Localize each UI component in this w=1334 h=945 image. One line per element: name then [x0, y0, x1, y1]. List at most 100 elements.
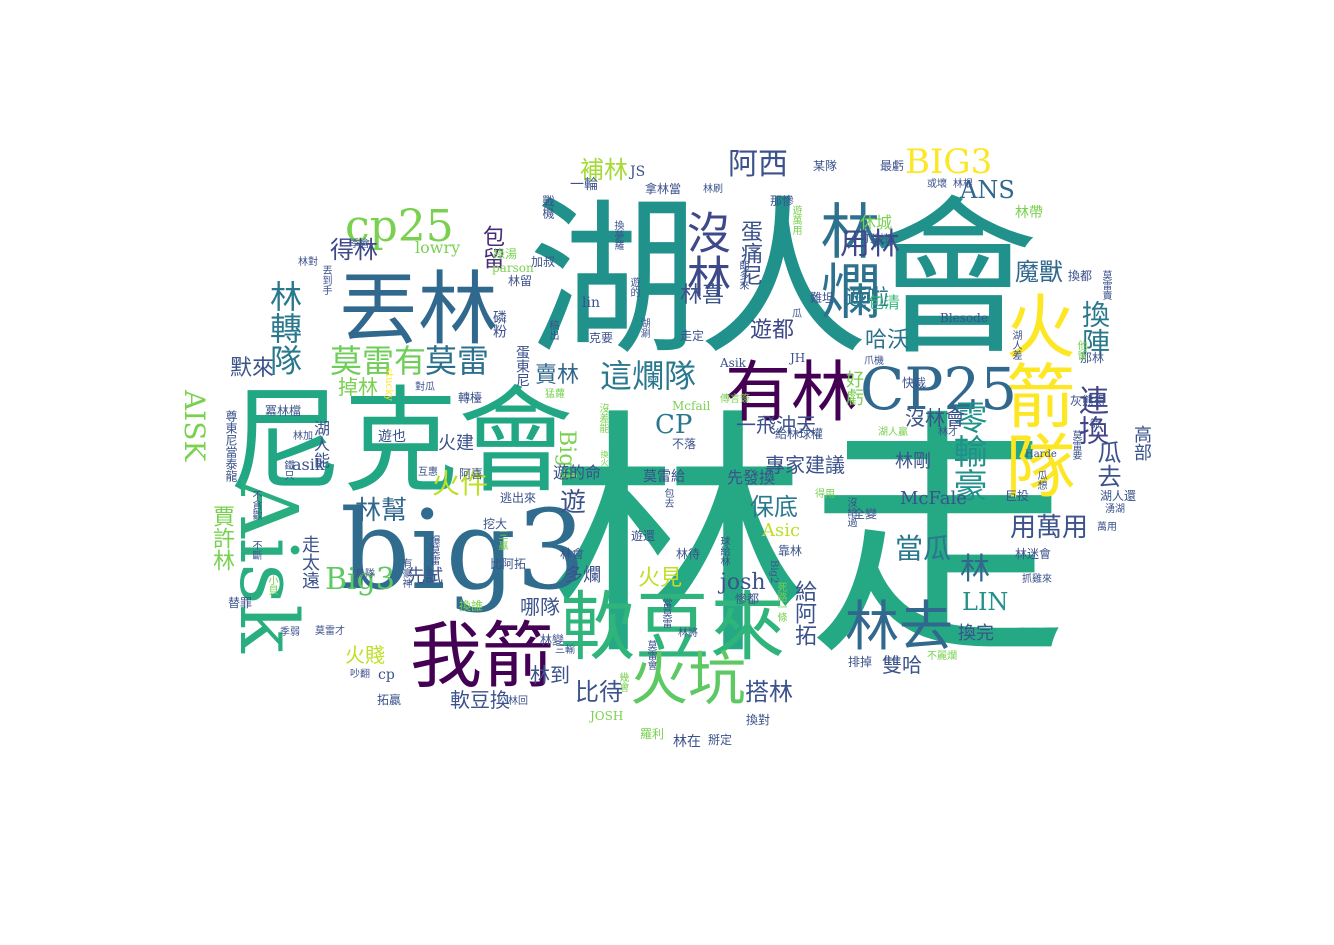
word-cloud-word: 小貝: [266, 575, 277, 595]
word-cloud-word: JH: [790, 351, 806, 365]
word-cloud-word: 換完: [958, 623, 994, 644]
word-cloud-word: 烏隊: [355, 569, 375, 580]
word-cloud-word: BIG3: [905, 142, 993, 182]
word-cloud-word: 林刷: [703, 184, 723, 195]
word-cloud-word: Blesode: [940, 311, 988, 325]
word-cloud-word: 補林: [580, 156, 628, 184]
word-cloud-word: 加叔: [531, 255, 556, 269]
word-cloud-word: 蛋痛尼: [737, 220, 762, 286]
word-cloud-word: McFale: [900, 488, 967, 509]
word-cloud-word: 專家建議: [765, 453, 845, 477]
word-cloud-word: 對瓜: [415, 382, 435, 393]
word-cloud-word: 火坑: [630, 645, 747, 713]
word-cloud-word: 三贏: [496, 530, 507, 550]
word-cloud-word: 火建: [438, 433, 474, 454]
word-cloud-word: 莫雷賣: [1100, 270, 1111, 300]
word-cloud-word: CP25: [860, 355, 1018, 423]
word-cloud-word: 朗多來: [737, 260, 748, 290]
word-cloud-word: 吵翻: [350, 669, 370, 680]
word-cloud-word: 不貪歡: [250, 490, 261, 520]
word-cloud-word: 季弱: [280, 627, 300, 638]
word-cloud-word: 莫雷: [425, 342, 490, 380]
word-cloud-word: 靠林: [778, 544, 803, 558]
word-cloud-word: 遊: [560, 488, 587, 518]
word-cloud-word: 全變: [853, 507, 878, 521]
word-cloud-word: JOSH: [590, 709, 624, 723]
word-cloud-word: 丟林: [338, 263, 498, 356]
word-cloud-word: 給阿拓: [791, 580, 816, 646]
word-cloud-word: 林喜: [680, 283, 725, 308]
word-cloud-word: Mcfail: [672, 399, 711, 413]
word-cloud-word: 林到: [530, 663, 570, 687]
word-cloud-word: stucky: [383, 368, 394, 401]
word-cloud-word: 軟豆換: [450, 688, 510, 712]
word-cloud-word: 挖大: [483, 517, 508, 531]
word-cloud-word: 替罪: [228, 596, 253, 610]
word-cloud-word: 默來: [230, 356, 275, 381]
word-cloud-word: 哪隊: [520, 595, 560, 619]
word-cloud-word: 林: [960, 552, 990, 587]
word-cloud-word: 好虧: [843, 370, 864, 406]
word-cloud-word: 先發換: [727, 468, 776, 487]
word-cloud-word: 遊的: [628, 277, 639, 297]
word-cloud-word: 莫雷才: [315, 626, 345, 637]
word-cloud-word: 林待: [676, 547, 701, 561]
word-cloud-word: 遊的命: [553, 463, 602, 482]
word-cloud-word: 難坦: [810, 291, 835, 305]
word-cloud-word: 湖人會: [528, 181, 1039, 379]
word-cloud-word: 湖人還: [1100, 489, 1137, 503]
word-cloud-word: 慘都: [735, 592, 760, 606]
word-cloud-word: 不麗爛: [927, 651, 957, 662]
word-cloud-word: 休城: [860, 213, 893, 232]
word-cloud-word: 當莫雷: [660, 598, 671, 628]
word-cloud-word: 稿出: [547, 320, 558, 340]
word-cloud-word: 瓜去: [1093, 440, 1121, 488]
word-cloud-word: 給林球權: [775, 427, 824, 441]
word-cloud-word: 掉林: [338, 375, 378, 399]
word-cloud-word: 林爛: [810, 200, 880, 320]
word-cloud-word: 不斷: [250, 540, 261, 560]
word-cloud-word: 林剛: [895, 451, 931, 472]
word-cloud-word: 林留: [508, 274, 533, 288]
word-cloud-word: 遊都: [750, 318, 795, 343]
word-cloud-word: 遊也: [378, 429, 406, 445]
word-cloud-word: 球給林: [718, 536, 729, 566]
word-cloud-word: 林去: [845, 595, 953, 658]
word-cloud-word: Big4: [554, 430, 579, 482]
word-cloud-word: 莫雷有: [330, 342, 427, 380]
word-cloud-word: 林回: [508, 696, 528, 707]
word-cloud-word: asik: [292, 455, 325, 474]
word-cloud-word: 湖涮: [638, 318, 649, 338]
word-cloud-word: 我箭: [410, 614, 555, 698]
word-cloud-word: 逃出來: [500, 491, 537, 505]
word-cloud-word: cp25: [345, 201, 454, 252]
word-cloud-word: 阿西: [728, 147, 788, 182]
word-cloud-word: Asik: [720, 356, 746, 370]
word-cloud-word: 先試: [407, 566, 443, 587]
word-cloud-word: 林轉隊: [265, 280, 303, 376]
word-cloud-word: Big3: [325, 562, 395, 597]
word-cloud-word: 得林: [330, 236, 378, 264]
word-cloud-word: 蛋東尼: [514, 345, 530, 387]
word-cloud-word: 走定: [680, 329, 705, 343]
word-cloud-word: 換誰: [459, 599, 484, 613]
word-cloud-word: 當瓜: [895, 532, 952, 565]
word-cloud-word: 拿林當: [645, 182, 682, 196]
word-cloud-word: 哈沃: [865, 328, 910, 353]
word-cloud-word: JS: [630, 164, 646, 180]
word-cloud-word: 林將: [678, 628, 698, 639]
word-cloud-word: 傳言簽: [720, 394, 750, 405]
word-cloud-word: 沒林會: [905, 406, 965, 430]
word-cloud-word: 賈許林: [209, 505, 234, 571]
word-cloud-word: 雙哈: [882, 653, 922, 677]
word-cloud-word: Harde: [1025, 449, 1057, 460]
word-cloud-word: 那慘: [770, 194, 795, 208]
word-cloud-word: 季會: [350, 239, 370, 250]
word-cloud-word: 猛蘿: [545, 389, 565, 400]
word-cloud-word: 莫雷會: [645, 640, 656, 670]
word-cloud-word: 零輸豪: [947, 400, 987, 502]
word-cloud-word: 爆莫雷: [428, 535, 439, 565]
word-cloud-word: josh: [720, 570, 766, 595]
word-cloud-word: 有林: [725, 354, 857, 431]
word-cloud-word: 林對: [298, 257, 318, 268]
